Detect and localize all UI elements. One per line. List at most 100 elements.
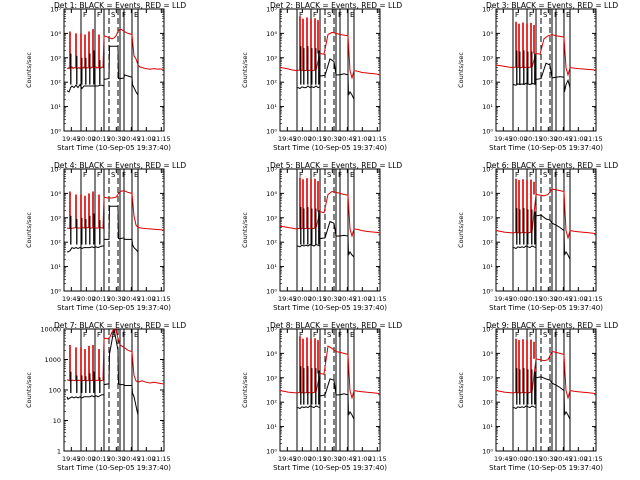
event-marker-letter: F bbox=[97, 11, 101, 19]
event-marker-letter: E bbox=[350, 331, 354, 339]
event-marker-letter: F bbox=[299, 331, 303, 339]
event-marker-letter: E bbox=[566, 171, 570, 179]
event-marker-letter: E bbox=[134, 11, 138, 19]
y-tick-label: 10³ bbox=[482, 214, 493, 222]
x-tick-label: 20:15 bbox=[308, 135, 327, 143]
x-tick-label: 20:00 bbox=[77, 455, 96, 463]
event-marker-letter: F bbox=[299, 171, 303, 179]
event-marker-letter: S bbox=[111, 11, 116, 19]
y-tick-label: 10³ bbox=[266, 54, 277, 62]
panel-title: Det 8: BLACK = Events, RED = LLD bbox=[270, 321, 402, 330]
event-marker-letter: F bbox=[515, 11, 519, 19]
plot-frame bbox=[279, 168, 381, 292]
plot-frame bbox=[279, 328, 381, 452]
y-tick-label: 10⁰ bbox=[482, 288, 493, 296]
y-tick-label: 10¹ bbox=[266, 103, 277, 111]
panel-det-9: Det 9: BLACK = Events, RED = LLD Counts/s… bbox=[457, 321, 618, 472]
y-tick-label: 10² bbox=[50, 239, 61, 247]
x-tick-label: 21:15 bbox=[584, 455, 603, 463]
y-tick-label: 10⁴ bbox=[50, 190, 61, 198]
panel-det-2: Det 2: BLACK = Events, RED = LLD Counts/s… bbox=[241, 1, 402, 152]
x-tick-label: 19:45 bbox=[278, 455, 297, 463]
x-tick-label: 20:15 bbox=[524, 295, 543, 303]
x-tick-label: 20:45 bbox=[122, 295, 141, 303]
x-tick-label: 20:00 bbox=[509, 295, 528, 303]
y-tick-label: 1 bbox=[57, 448, 61, 456]
y-tick-label: 10⁵ bbox=[266, 6, 277, 14]
x-tick-label: 19:45 bbox=[62, 295, 81, 303]
x-tick-label: 21:00 bbox=[353, 295, 372, 303]
y-axis-label: Counts/sec bbox=[457, 52, 465, 88]
event-marker-letter: F bbox=[529, 11, 533, 19]
event-marker-letter: S bbox=[111, 171, 116, 179]
events-series-line bbox=[67, 205, 139, 253]
y-tick-label: 100 bbox=[49, 387, 61, 395]
x-tick-label: 20:45 bbox=[554, 135, 573, 143]
event-marker-letter: F bbox=[83, 331, 87, 339]
x-tick-label: 20:15 bbox=[92, 135, 111, 143]
event-marker-letter: S bbox=[543, 11, 548, 19]
x-tick-label: 21:00 bbox=[353, 455, 372, 463]
event-marker-letter: F bbox=[97, 171, 101, 179]
y-tick-label: 10¹ bbox=[266, 423, 277, 431]
x-tick-label: 21:15 bbox=[584, 135, 603, 143]
event-marker-letter: E bbox=[134, 171, 138, 179]
lld-series-line bbox=[495, 350, 597, 400]
event-marker-letter: E bbox=[134, 331, 138, 339]
panel-title: Det 4: BLACK = Events, RED = LLD bbox=[54, 161, 186, 170]
event-marker-letter: F bbox=[338, 171, 342, 179]
event-marker-letter: S bbox=[327, 11, 332, 19]
lld-series-line bbox=[279, 31, 381, 80]
x-tick-label: 21:15 bbox=[584, 295, 603, 303]
plot-frame bbox=[495, 328, 597, 452]
panel-title: Det 9: BLACK = Events, RED = LLD bbox=[486, 321, 618, 330]
x-axis-label: Start Time (10-Sep-05 19:37:40) bbox=[57, 144, 171, 152]
event-marker-letter: F bbox=[313, 11, 317, 19]
x-tick-label: 20:00 bbox=[77, 135, 96, 143]
y-axis-label: Counts/sec bbox=[25, 52, 33, 88]
event-marker-letter: F bbox=[515, 331, 519, 339]
x-tick-label: 21:00 bbox=[137, 295, 156, 303]
event-marker-letter: F bbox=[122, 331, 126, 339]
y-axis-label: Counts/sec bbox=[25, 372, 33, 408]
x-tick-label: 20:30 bbox=[323, 455, 342, 463]
x-tick-label: 20:15 bbox=[524, 135, 543, 143]
y-tick-label: 10² bbox=[482, 239, 493, 247]
y-tick-label: 10⁰ bbox=[266, 128, 277, 136]
lld-series-line bbox=[495, 33, 597, 77]
y-tick-label: 10³ bbox=[266, 214, 277, 222]
event-marker-letter: F bbox=[338, 331, 342, 339]
y-axis-label: Counts/sec bbox=[241, 372, 249, 408]
x-tick-label: 20:00 bbox=[509, 455, 528, 463]
y-tick-label: 10⁰ bbox=[266, 448, 277, 456]
x-axis-label: Start Time (10-Sep-05 19:37:40) bbox=[489, 304, 603, 312]
x-tick-label: 19:45 bbox=[494, 295, 513, 303]
event-marker-letter: F bbox=[338, 11, 342, 19]
panel-det-6: Det 6: BLACK = Events, RED = LLD Counts/s… bbox=[457, 161, 618, 312]
panel-title: Det 2: BLACK = Events, RED = LLD bbox=[270, 1, 402, 10]
y-tick-label: 10⁰ bbox=[50, 128, 61, 136]
events-series-line bbox=[513, 376, 571, 420]
event-marker-letter: E bbox=[350, 11, 354, 19]
x-axis-label: Start Time (10-Sep-05 19:37:40) bbox=[489, 144, 603, 152]
x-tick-label: 20:15 bbox=[92, 455, 111, 463]
x-tick-label: 21:15 bbox=[368, 455, 387, 463]
event-marker-letter: S bbox=[111, 331, 116, 339]
events-series-line bbox=[297, 58, 355, 100]
panel-det-8: Det 8: BLACK = Events, RED = LLD Counts/s… bbox=[241, 321, 402, 472]
y-tick-label: 10⁴ bbox=[266, 30, 277, 38]
lld-series-line bbox=[66, 28, 164, 70]
y-tick-label: 10⁵ bbox=[50, 166, 61, 174]
x-tick-label: 21:15 bbox=[368, 295, 387, 303]
y-tick-label: 10⁰ bbox=[482, 128, 493, 136]
y-tick-label: 1000 bbox=[44, 356, 61, 364]
x-tick-label: 21:00 bbox=[353, 135, 372, 143]
y-tick-label: 10² bbox=[266, 239, 277, 247]
x-tick-label: 20:00 bbox=[293, 295, 312, 303]
y-tick-label: 10³ bbox=[266, 374, 277, 382]
y-tick-label: 10¹ bbox=[482, 103, 493, 111]
y-tick-label: 10² bbox=[50, 79, 61, 87]
y-tick-label: 10⁵ bbox=[482, 166, 493, 174]
y-axis-label: Counts/sec bbox=[457, 372, 465, 408]
